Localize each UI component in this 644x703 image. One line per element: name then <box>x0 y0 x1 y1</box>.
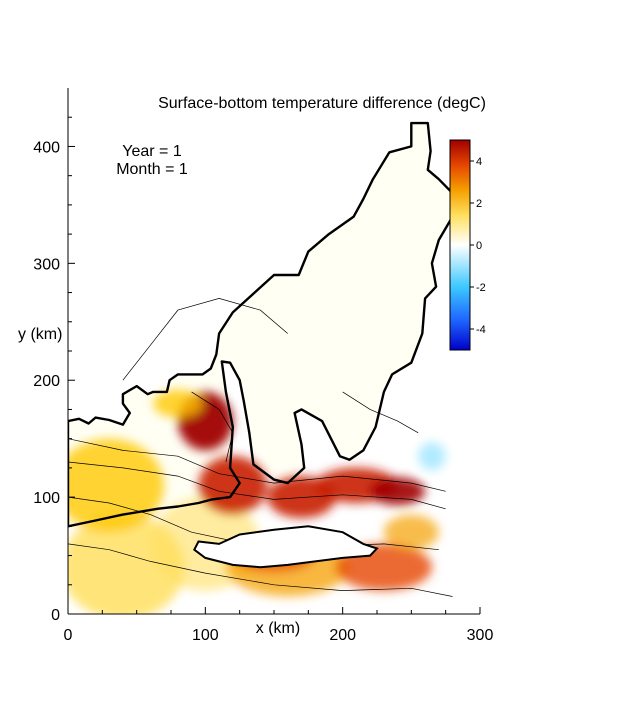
temperature-patch <box>153 389 203 418</box>
annotation-year: Year = 1 <box>122 143 182 160</box>
y-tick-label: 200 <box>33 373 60 390</box>
contour-line <box>342 391 419 434</box>
x-axis-label: x (km) <box>256 620 300 637</box>
colorbar-gradient <box>449 139 471 351</box>
x-tick-label: 200 <box>329 627 356 644</box>
x-tick-label: 300 <box>467 627 494 644</box>
x-tick-label: 100 <box>192 627 219 644</box>
contour-line <box>68 496 439 551</box>
temperature-patch <box>418 442 446 471</box>
coastline <box>68 121 454 528</box>
colorbar-tick-label: 0 <box>476 240 482 252</box>
temperature-patch <box>383 514 439 550</box>
x-tick-label: 0 <box>64 627 73 644</box>
y-tick-label: 100 <box>33 490 60 507</box>
contour-lines <box>68 298 453 597</box>
temperature-patch <box>370 477 426 506</box>
colorbar-tick-label: -2 <box>476 282 486 294</box>
y-tick-label: 300 <box>33 256 60 273</box>
contour-line <box>68 543 453 597</box>
annotation-month: Month = 1 <box>116 161 188 178</box>
chart-title: Surface-bottom temperature difference (d… <box>158 95 486 112</box>
contour-line <box>191 391 234 463</box>
colorbar: 4 2 0 -2 -4 <box>449 139 486 351</box>
y-axis-label: y (km) <box>18 326 62 343</box>
y-tick-label: 400 <box>33 139 60 156</box>
temperature-field <box>68 121 454 614</box>
contour-line <box>122 298 288 381</box>
contour-line <box>68 438 446 492</box>
colorbar-tick-label: 2 <box>476 198 482 210</box>
island <box>193 525 379 569</box>
contour-line <box>68 461 446 510</box>
y-tick-label: 0 <box>51 607 60 624</box>
temperature-patch <box>198 456 268 515</box>
temperature-patch <box>68 438 165 533</box>
model-domain <box>68 123 453 527</box>
colorbar-tick-label: 4 <box>476 156 482 168</box>
axes: 0 100 200 300 0 100 200 300 400 <box>33 88 493 644</box>
colorbar-tick-label: -4 <box>476 324 486 336</box>
